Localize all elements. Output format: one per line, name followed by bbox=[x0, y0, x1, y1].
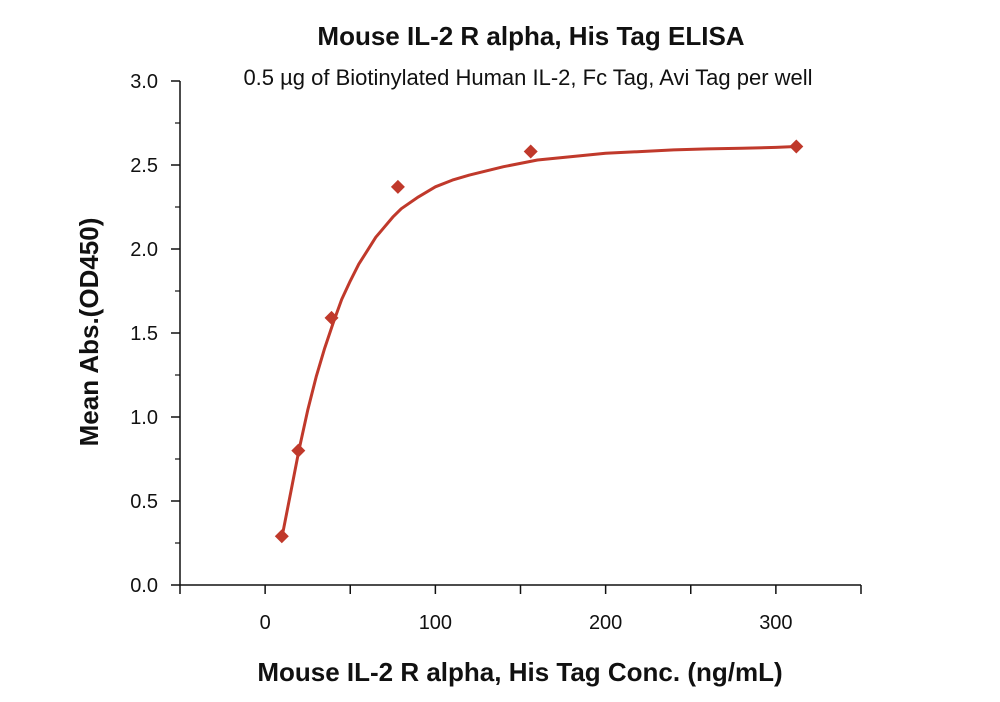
data-point bbox=[274, 529, 289, 544]
fit-curve bbox=[280, 145, 798, 540]
x-tick-label: 0 bbox=[260, 612, 271, 634]
x-tick-label: 200 bbox=[589, 612, 622, 634]
y-tick-label: 1.0 bbox=[130, 407, 158, 429]
axes bbox=[179, 81, 861, 586]
x-axis-label: Mouse IL-2 R alpha, His Tag Conc. (ng/mL… bbox=[257, 657, 782, 687]
y-tick-label: 2.0 bbox=[130, 239, 158, 261]
x-tick-label: 300 bbox=[759, 612, 792, 634]
data-point bbox=[390, 179, 405, 194]
y-axis-label: Mean Abs.(OD450) bbox=[74, 218, 104, 447]
data-point bbox=[789, 139, 804, 154]
y-tick-label: 0.0 bbox=[130, 575, 158, 597]
data-points bbox=[274, 139, 804, 544]
data-point bbox=[324, 310, 339, 325]
y-tick-label: 3.0 bbox=[130, 71, 158, 93]
data-point bbox=[291, 443, 306, 458]
y-tick-label: 1.5 bbox=[130, 323, 158, 345]
ticks: 0.0 0.5 1.0 1.5 2.0 2.5 3.0 0 100 200 300 bbox=[130, 71, 862, 634]
y-tick-label: 0.5 bbox=[130, 491, 158, 513]
y-tick-label: 2.5 bbox=[130, 155, 158, 177]
chart-subtitle: 0.5 µg of Biotinylated Human IL-2, Fc Ta… bbox=[243, 65, 812, 90]
chart-title: Mouse IL-2 R alpha, His Tag ELISA bbox=[317, 21, 744, 51]
fit-curve-group bbox=[280, 145, 798, 540]
data-point bbox=[523, 144, 538, 159]
x-tick-label: 100 bbox=[419, 612, 452, 634]
